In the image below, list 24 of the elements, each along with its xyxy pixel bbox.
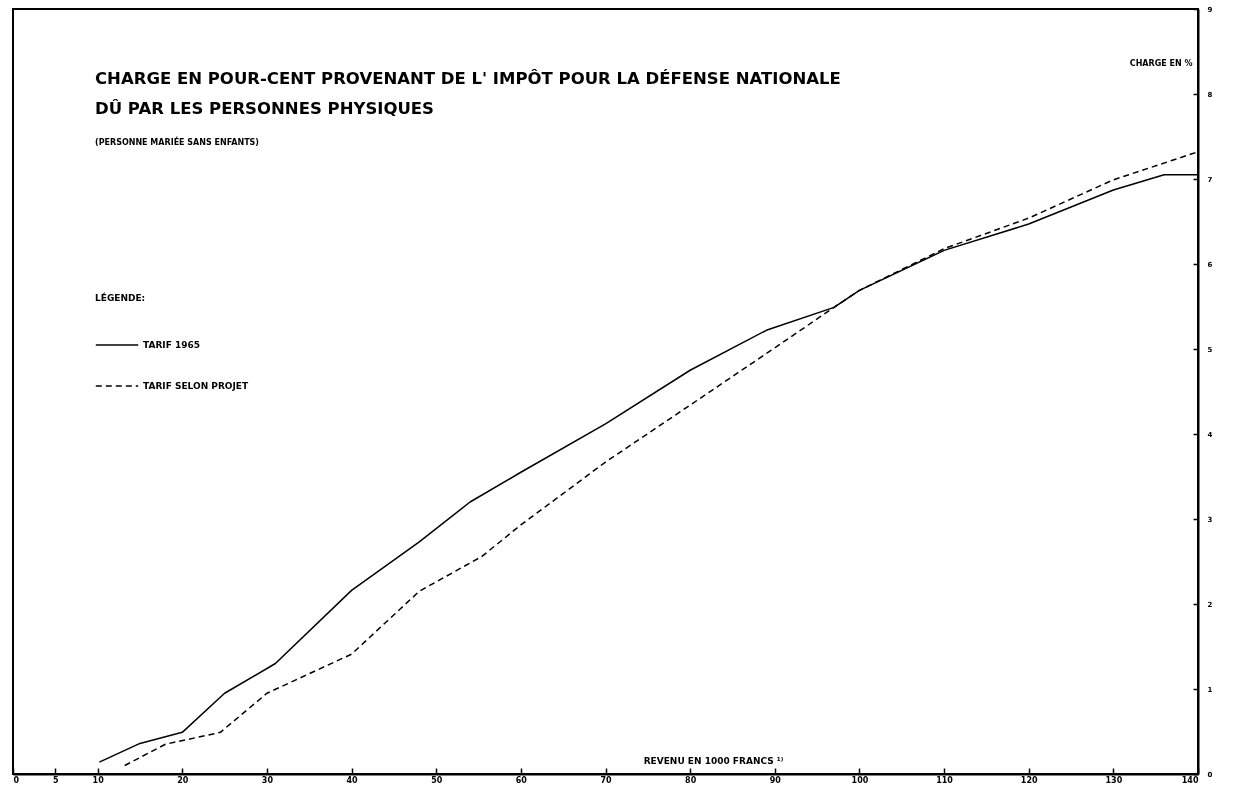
x-axis-title: REVENU EN 1000 FRANCS ¹⁾	[643, 755, 784, 766]
x-tick-label: 80	[685, 775, 697, 785]
x-tick-label: 70	[600, 775, 612, 785]
x-tick-label: 40	[346, 775, 359, 785]
x-tick-label: 90	[769, 775, 782, 785]
y-axis-title: CHARGE EN %	[1129, 58, 1193, 68]
x-tick-label: 10	[92, 775, 105, 785]
x-tick-label: 140	[1181, 775, 1199, 785]
legend-label: TARIF SELON PROJET	[143, 381, 249, 391]
text: CHARGE EN POUR-CENT PROVENANT DE L' IMPÔT POUR LA DÉFENSE NATIONALE	[95, 68, 841, 88]
x-tick-label: 60	[515, 775, 528, 785]
text: (PERSONNE MARIÉE SANS ENFANTS)	[95, 136, 260, 147]
legend-title: LÉGENDE:	[95, 292, 146, 303]
x-tick-label: 30	[261, 775, 274, 785]
x-tick-label: 5	[53, 775, 60, 785]
legend-label: TARIF 1965	[143, 340, 201, 350]
x-tick-label: 20	[177, 775, 189, 785]
x-tick-label: 50	[431, 775, 443, 785]
x-tick-label: 120	[1020, 775, 1038, 785]
x-tick-label: 0	[13, 775, 20, 785]
x-tick-label: 100	[851, 775, 869, 785]
x-tick-label: 130	[1105, 775, 1123, 785]
text: DÛ PAR LES PERSONNES PHYSIQUES	[95, 98, 434, 118]
x-tick-label: 110	[936, 775, 954, 785]
